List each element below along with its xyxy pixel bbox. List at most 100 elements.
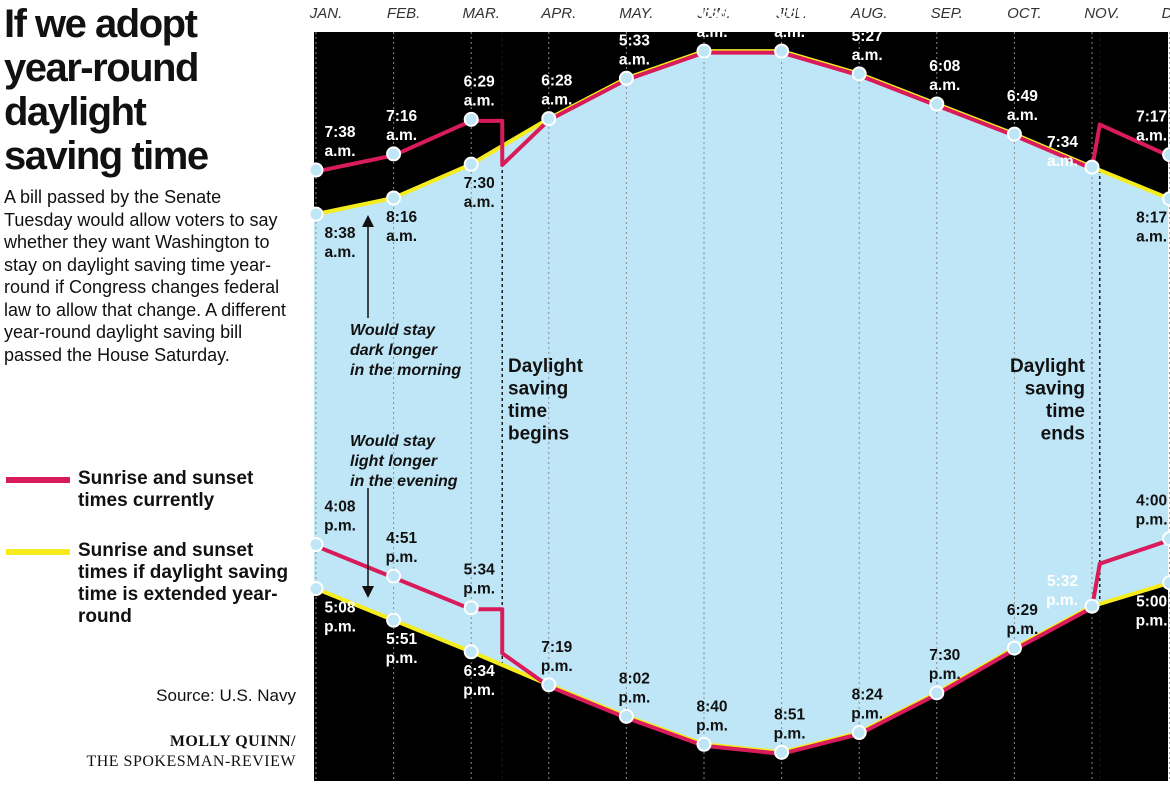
source-note: Source: U.S. Navy — [156, 686, 296, 705]
time-suffix: p.m. — [541, 658, 573, 675]
page-title: If we adopt year-round daylight saving t… — [4, 2, 304, 178]
sunset_current-label: 4:00 p.m. — [1136, 493, 1168, 529]
time-suffix: a.m. — [464, 194, 495, 211]
sunset_dst-label: 6:34 p.m. — [463, 663, 495, 699]
time-suffix: a.m. — [464, 92, 495, 109]
time-value: 5:33 — [619, 32, 650, 49]
annotation-line: time — [1046, 401, 1085, 422]
time-value: 8:40 — [696, 698, 727, 715]
time-suffix: a.m. — [1136, 229, 1167, 246]
time-value: 5:51 — [386, 631, 417, 648]
sunrise_current-label: 4:56 a.m. — [774, 5, 805, 41]
credit-org: THE SPOKESMAN-REVIEW — [86, 753, 296, 770]
month-label: MAR. — [462, 5, 500, 22]
sunrise-current-line — [315, 50, 1170, 174]
annotation-line: Daylight — [1010, 356, 1086, 377]
time-suffix: a.m. — [929, 77, 960, 94]
month-label: JUN. — [696, 5, 730, 22]
sunrise-current-point — [1006, 126, 1022, 142]
time-value: 8:24 — [852, 687, 883, 704]
time-value: 7:34 — [1047, 134, 1078, 151]
time-value: 5:00 — [1136, 594, 1167, 611]
month-label: DEC. — [1162, 5, 1170, 22]
month-label: AUG. — [850, 5, 888, 22]
month-label: APR. — [540, 5, 576, 22]
time-suffix: a.m. — [386, 127, 417, 144]
month-label: JUL. — [775, 5, 807, 22]
sunset_current-label: 8:51 p.m. — [774, 706, 806, 742]
sunrise_current-label: 7:34 a.m. — [1047, 134, 1078, 170]
time-value: 4:51 — [386, 530, 417, 547]
sunset_dst-label: 5:00 p.m. — [1136, 594, 1168, 630]
sunset_current-label: 7:19 p.m. — [541, 639, 573, 675]
sunset-current-point — [774, 744, 790, 760]
sunset-current-point — [851, 725, 867, 741]
title-line: year-round — [4, 46, 199, 90]
title-line: If we adopt — [4, 2, 198, 46]
month-label: MAY. — [619, 5, 653, 22]
time-suffix: p.m. — [386, 650, 418, 667]
sunset-current-point — [308, 537, 324, 553]
sunrise-current-point — [386, 146, 402, 162]
annotation-light-longer: Would stay light longer in the evening — [350, 433, 458, 490]
sunrise_current-label: 6:49 a.m. — [1007, 88, 1038, 124]
month-label: OCT. — [1007, 5, 1041, 22]
time-value: 6:29 — [1007, 602, 1038, 619]
time-suffix: p.m. — [324, 518, 356, 535]
time-suffix: a.m. — [386, 228, 417, 245]
time-value: 5:34 — [464, 562, 495, 579]
time-suffix: p.m. — [1046, 592, 1078, 609]
month-label: JAN. — [309, 5, 343, 22]
time-suffix: a.m. — [852, 47, 883, 64]
sunrise_current-label: 5:33 a.m. — [619, 32, 650, 68]
sunset-current-point — [1162, 531, 1170, 547]
sunset_current-label: 6:29 p.m. — [1006, 602, 1038, 638]
sunrise-current-point — [929, 96, 945, 112]
month-label: NOV. — [1084, 5, 1120, 22]
annotation-dark-longer: Would stay dark longer in the morning — [350, 322, 461, 379]
time-suffix: a.m. — [619, 51, 650, 68]
sunset-current-point — [386, 568, 402, 584]
time-suffix: a.m. — [324, 244, 355, 261]
time-value: 5:32 — [1047, 573, 1078, 590]
sunrise_current-label: 6:08 a.m. — [929, 58, 960, 94]
time-value: 8:16 — [386, 209, 417, 226]
time-suffix: p.m. — [386, 549, 418, 566]
sunrise_current-label: 7:17 a.m. — [1136, 109, 1167, 145]
annotation-dst-begins: Daylight saving time begins — [508, 356, 584, 445]
sunrise-current-point — [463, 111, 479, 127]
time-value: 8:51 — [774, 706, 805, 723]
legend-swatch-current — [6, 477, 70, 483]
arrow-head-down — [362, 586, 374, 598]
time-value: 7:17 — [1136, 109, 1167, 126]
time-suffix: a.m. — [324, 143, 355, 160]
sunset-current-point — [1084, 598, 1100, 614]
title-line: saving time — [4, 134, 209, 178]
time-suffix: a.m. — [1136, 128, 1167, 145]
time-value: 8:02 — [619, 670, 650, 687]
annotation-line: time — [508, 401, 547, 422]
time-value: 7:19 — [541, 639, 572, 656]
month-label: SEP. — [931, 5, 963, 22]
sunrise_current-label: 5:27 a.m. — [852, 28, 883, 64]
sunrise_current-label: 7:16 a.m. — [386, 108, 417, 144]
time-value: 6:49 — [1007, 88, 1038, 105]
sunrise-current-point — [618, 70, 634, 86]
time-suffix: p.m. — [463, 682, 495, 699]
time-value: 7:30 — [464, 175, 495, 192]
credit-author: MOLLY QUINN/ — [169, 733, 296, 750]
time-suffix: p.m. — [618, 689, 650, 706]
time-value: 7:38 — [324, 124, 355, 141]
time-value: 4:56 — [696, 5, 727, 22]
annotation-line: Daylight — [508, 356, 584, 377]
sunrise_dst-label: 8:38 a.m. — [324, 225, 355, 261]
time-suffix: p.m. — [774, 725, 806, 742]
time-value: 7:16 — [386, 108, 417, 125]
sunset-dst-point — [463, 644, 479, 660]
arrow-head-up — [362, 215, 374, 227]
time-value: 7:30 — [929, 647, 960, 664]
time-suffix: p.m. — [463, 581, 495, 598]
sunrise-current-point — [851, 66, 867, 82]
time-suffix: a.m. — [774, 24, 805, 41]
sunset-current-point — [1006, 640, 1022, 656]
